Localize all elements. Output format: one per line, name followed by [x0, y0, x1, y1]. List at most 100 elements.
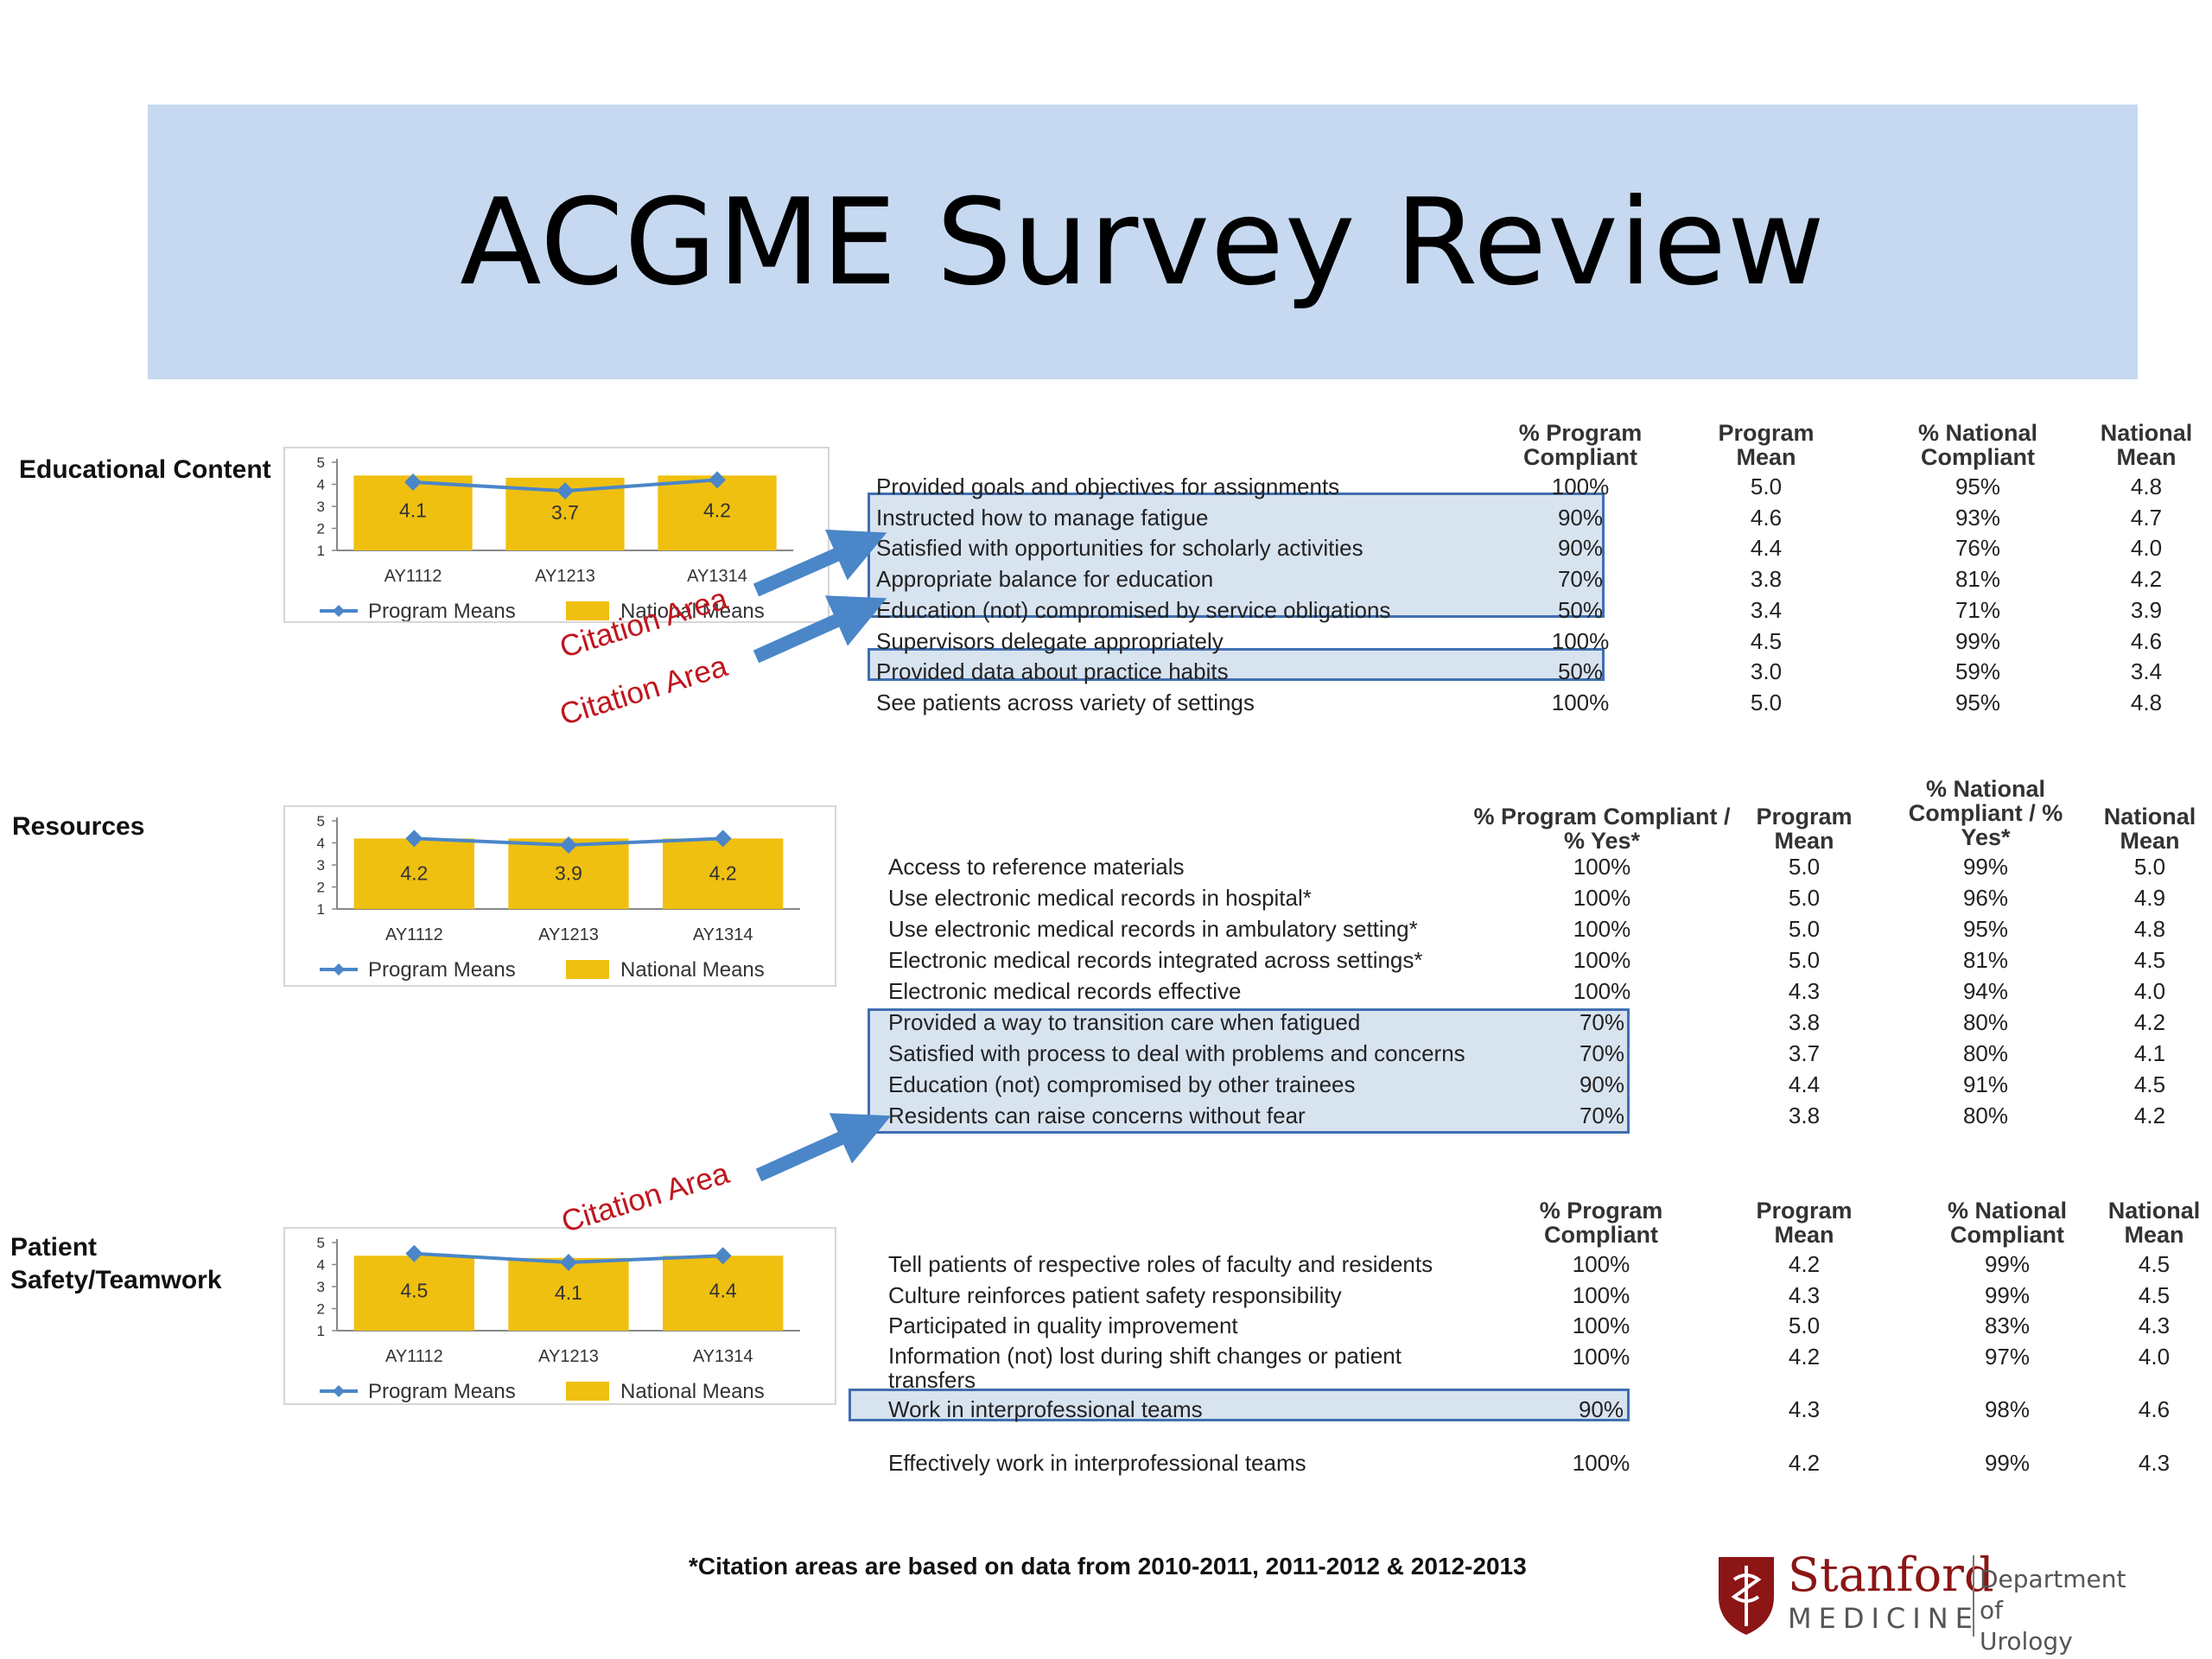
- logo-divider: [1973, 1555, 1974, 1637]
- cell-nat-compliant: 83%: [1984, 1313, 2031, 1338]
- table-row: Education (not) compromised by service o…: [876, 594, 2207, 625]
- row-label: Residents can raise concerns without fea…: [888, 1103, 1306, 1128]
- cell-nat-compliant: 99%: [1984, 1449, 2031, 1476]
- table-row: Instructed how to manage fatigue 90% 4.6 93…: [876, 502, 2207, 532]
- row-label: See patients across variety of settings: [876, 689, 1255, 715]
- table-row: Access to reference materials 100% 5.0 99% 5…: [888, 851, 2210, 881]
- cell-prog-mean: 5.0: [1750, 689, 1783, 715]
- cell-nat-mean: 4.9: [2133, 885, 2166, 911]
- data-label: 4.2: [709, 861, 737, 884]
- cell-prog-mean: 4.4: [1788, 1071, 1821, 1097]
- cell-prog-compliant: 100%: [1572, 1251, 1630, 1277]
- row-label: Access to reference materials: [888, 854, 1185, 880]
- col-header: National Mean: [2100, 420, 2193, 470]
- cell-nat-mean: 3.4: [2130, 658, 2163, 685]
- cell-nat-compliant: 81%: [1955, 566, 2001, 593]
- cell-nat-mean: 4.8: [2133, 916, 2166, 942]
- row-label: Tell patients of respective roles of fac…: [888, 1251, 1433, 1277]
- program-mean-point: [405, 1244, 423, 1262]
- cell-nat-compliant: 80%: [1962, 1040, 2009, 1066]
- cell-nat-compliant: 98%: [1984, 1396, 2031, 1422]
- program-mean-point: [405, 830, 423, 848]
- chart-svg: 1 2 3 4 5 4.1 AY1112 3.7 AY1213 4.2 AY1314 Program …: [317, 454, 793, 621]
- legend-diamond-icon: [333, 605, 345, 617]
- table-row: Use electronic medical records in hospit…: [888, 882, 2210, 912]
- cell-nat-compliant: 95%: [1955, 689, 2001, 715]
- cell-nat-mean: 4.8: [2130, 474, 2163, 499]
- cell-prog-mean: 4.4: [1750, 535, 1783, 562]
- cell-prog-mean: 3.8: [1750, 566, 1783, 593]
- cell-prog-mean: 5.0: [1788, 916, 1821, 942]
- cell-prog-mean: 3.4: [1750, 596, 1783, 623]
- row-label: Education (not) compromised by service o…: [876, 596, 1391, 623]
- cell-nat-mean: 3.9: [2130, 596, 2163, 623]
- table-row: Use electronic medical records in ambula…: [888, 913, 2210, 944]
- row-label: Appropriate balance for education: [876, 566, 1214, 593]
- cell-nat-compliant: 95%: [1962, 916, 2009, 942]
- cell-nat-mean: 4.5: [2133, 947, 2166, 973]
- legend-diamond-icon: [333, 1385, 345, 1397]
- table-row: Provided a way to transition care when f…: [888, 1007, 2210, 1037]
- cell-prog-mean: 5.0: [1788, 854, 1821, 880]
- cell-prog-compliant: 90%: [1557, 535, 1604, 562]
- table-row: Tell patients of respective roles of fac…: [888, 1249, 2210, 1279]
- citation-highlight-box: [849, 1389, 1630, 1421]
- cell-nat-compliant: 95%: [1955, 474, 2001, 499]
- cell-nat-mean: 4.5: [2138, 1251, 2171, 1277]
- y-tick-label: 3: [317, 1279, 325, 1295]
- section-label-resources: Resources: [12, 812, 145, 841]
- cell-nat-mean: 4.2: [2130, 566, 2163, 593]
- cell-nat-compliant: 99%: [1955, 627, 2001, 654]
- x-tick-label: AY1112: [385, 567, 442, 586]
- y-tick-label: 5: [317, 454, 325, 471]
- cell-prog-mean: 5.0: [1750, 474, 1783, 499]
- program-mean-point: [560, 1253, 577, 1271]
- table-row: Residents can raise concerns without fea…: [888, 1100, 2210, 1130]
- cell-nat-mean: 4.7: [2130, 504, 2163, 531]
- legend-program-means: Program Means: [368, 1380, 516, 1403]
- table-row: Electronic medical records effective 100%…: [888, 976, 2210, 1006]
- table-row: Satisfied with opportunities for scholar…: [876, 532, 2207, 563]
- cell-prog-compliant: 100%: [1572, 1449, 1630, 1476]
- data-label: 4.4: [709, 1279, 737, 1301]
- cell-prog-mean: 4.3: [1788, 1396, 1821, 1422]
- cell-prog-compliant: 70%: [1557, 566, 1604, 593]
- bar-national-mean: [662, 1255, 784, 1331]
- program-mean-point: [560, 836, 577, 855]
- row-label: Provided a way to transition care when f…: [888, 1009, 1361, 1035]
- x-tick-label: AY1213: [538, 1347, 599, 1366]
- cell-prog-compliant: 100%: [1572, 1343, 1630, 1370]
- cell-prog-compliant: 100%: [1573, 978, 1631, 1004]
- table-row: Culture reinforces patient safety respon…: [888, 1280, 2210, 1310]
- cell-nat-compliant: 96%: [1962, 885, 2009, 911]
- data-label: 4.1: [399, 499, 427, 521]
- y-tick-label: 4: [317, 477, 325, 493]
- section-label-educational-content: Educational Content: [19, 455, 271, 484]
- x-tick-label: AY1213: [535, 567, 595, 586]
- row-label: Work in interprofessional teams: [888, 1396, 1203, 1422]
- col-header: National Mean: [2103, 804, 2196, 854]
- table-row: Information (not) lost during shift chan…: [888, 1341, 2210, 1392]
- cell-nat-compliant: 99%: [1962, 854, 2009, 880]
- col-header: % Program Compliant / % Yes*: [1473, 804, 1731, 854]
- cell-nat-compliant: 91%: [1962, 1071, 2009, 1097]
- citation-highlight-box: [868, 648, 1605, 681]
- data-label: 3.7: [551, 501, 579, 524]
- cell-nat-mean: 4.5: [2133, 1071, 2166, 1097]
- legend-diamond-icon: [333, 963, 345, 976]
- row-label: Provided goals and objectives for assign…: [876, 474, 1340, 499]
- program-mean-point: [404, 473, 422, 491]
- data-label: 4.5: [400, 1279, 428, 1301]
- cell-nat-mean: 4.2: [2133, 1103, 2166, 1128]
- col-header: Program Mean: [1718, 420, 1815, 470]
- cell-prog-mean: 4.3: [1788, 978, 1821, 1004]
- row-label: Participated in quality improvement: [888, 1313, 1238, 1338]
- logo-dept: Department of Urology: [1980, 1564, 2152, 1657]
- citation-label: Citation Area: [556, 649, 732, 733]
- program-mean-point: [714, 830, 732, 848]
- data-label: 3.9: [555, 861, 582, 884]
- legend-bar-icon: [566, 1382, 609, 1401]
- y-tick-label: 2: [317, 880, 325, 896]
- citation-highlight-box: [868, 1008, 1630, 1134]
- section-label-patient-safety: Patient Safety/Teamwork: [10, 1233, 222, 1294]
